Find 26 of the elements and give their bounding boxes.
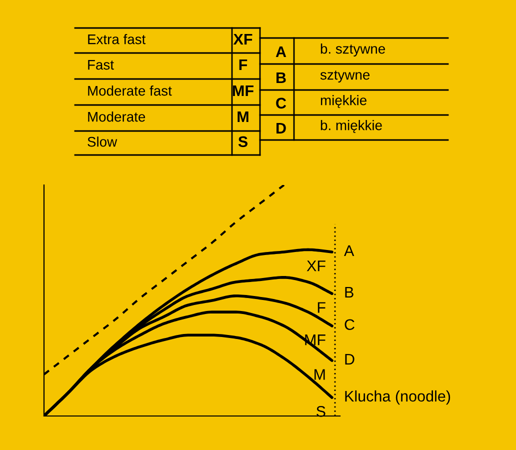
text: XF <box>233 34 252 44</box>
text: B <box>345 287 354 298</box>
series-label: XF <box>306 260 326 272</box>
text: Moderate fast <box>88 86 172 96</box>
text: F <box>239 59 248 70</box>
text: MF <box>232 85 254 96</box>
text: A <box>276 46 286 57</box>
text: Klucha (noodle) <box>345 390 450 405</box>
text: Extra fast <box>88 34 146 44</box>
text: Moderate <box>88 112 146 122</box>
text: b. miękkie <box>320 120 382 133</box>
text: A <box>344 245 354 256</box>
text: Slow <box>88 136 118 147</box>
series-label: F <box>318 302 326 313</box>
text: C <box>276 98 286 109</box>
text: sztywne <box>320 70 370 82</box>
text: S <box>238 136 248 148</box>
text: Fast <box>88 60 114 70</box>
series-label: M <box>314 369 325 380</box>
text: miękkie <box>320 95 366 108</box>
text: B <box>276 72 286 83</box>
text: D <box>276 122 286 134</box>
text: b. sztywne <box>320 44 385 56</box>
text: C <box>344 319 354 330</box>
text: D <box>345 354 354 365</box>
text: M <box>238 111 248 122</box>
